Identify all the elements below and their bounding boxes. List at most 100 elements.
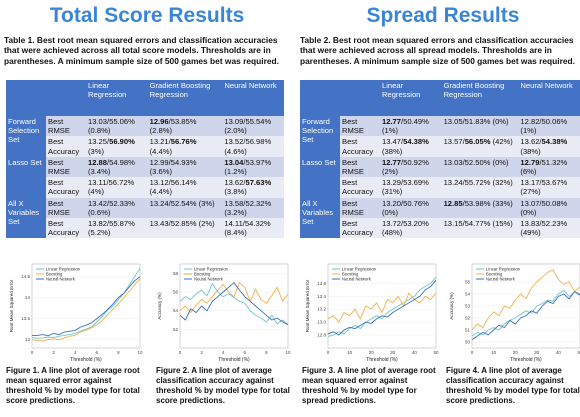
x-tick-label: 0 — [327, 350, 330, 355]
cell-best-value: 12.96 — [149, 117, 169, 126]
y-axis-label: Root Mean Squared Error — [305, 279, 310, 332]
table-cell: 13.04/53.97% (1.2%) — [222, 156, 284, 178]
legend-label: Neural Network — [486, 277, 516, 282]
x-tick-label: 0 — [471, 350, 474, 355]
cell-text: (42%) — [490, 137, 513, 147]
x-tick-label: 8 — [117, 350, 120, 355]
row-label: Best RMSE — [46, 116, 86, 137]
cell-text: 13.05/51.83% (0%) — [443, 117, 509, 126]
y-tick-label: 13.2 — [317, 307, 326, 312]
table-cell: 13.43/52.85% (2%) — [147, 218, 223, 239]
legend-label: Linear Regression — [46, 267, 81, 272]
cell-text: 14.11/54.32% (8.4%) — [224, 219, 271, 238]
cell-text: 13.03/52.50% (0%) — [443, 157, 509, 167]
plot-area — [31, 263, 141, 349]
header-corner — [46, 80, 86, 116]
column-header: Linear Regression — [86, 80, 148, 116]
header-row: Linear Regression Gradient Boosting Regre… — [6, 80, 284, 116]
series-line-2 — [327, 279, 437, 336]
cell-text: 13.57/ — [443, 137, 465, 147]
table-cell: 13.29/53.69% (31%) — [380, 177, 442, 198]
row-label: Best RMSE — [340, 156, 380, 178]
y-tick-label: 58 — [173, 271, 179, 276]
x-axis-label: Threshold (%) — [218, 357, 250, 363]
legend-label: Linear Regression — [486, 267, 521, 272]
total-score-column: Total Score Results Table 1. Best root m… — [4, 0, 291, 417]
legend-label: Boosting — [194, 272, 211, 277]
x-tick-label: 8 — [265, 350, 268, 355]
table-cell: 14.11/54.32% (8.4%) — [222, 218, 284, 239]
table-row: Best Accuracy 13.47/54.38% (38%) 13.57/56.… — [300, 136, 580, 157]
x-tick-label: 2 — [52, 350, 55, 355]
cell-best-value: 54.38% — [403, 137, 429, 147]
table-cell: 13.11/56.72% (4%) — [86, 177, 148, 198]
table-header: Linear Regression Gradient Boosting Regre… — [300, 80, 580, 116]
x-tick-label: 10 — [347, 350, 353, 355]
y-tick-label: 13 — [25, 337, 31, 342]
cell-text: 13.25/ — [88, 137, 110, 147]
table2-caption: Table 2. Best root mean squared errors a… — [300, 35, 575, 66]
cell-text: 13.09/55.54% (2.0%) — [224, 117, 272, 136]
cell-text: (3%) — [88, 146, 105, 156]
group-label: All X Variables Set — [6, 197, 46, 239]
cell-text: 13.42/52.33% (0.6%) — [88, 198, 135, 217]
table-cell: 12.99/54.93% (3.6%) — [147, 156, 223, 178]
table-cell: 12.79/51.32% (6%) — [518, 156, 580, 178]
column-header: Gradient Boosting Regression — [147, 80, 223, 116]
table-cell: 13.62/57.63% (3.8%) — [222, 177, 284, 198]
y-tick-label: 13.0 — [317, 320, 326, 325]
figure1: 13 13.5 14 14.5 0 2 4 6 8 10 Threshold (%) Root Mea… — [6, 258, 146, 364]
x-tick-label: 4 — [222, 350, 225, 355]
header-corner — [340, 80, 380, 116]
series-line-0 — [179, 282, 289, 326]
table-row: Best Accuracy 13.11/56.72% (4%) 13.12/56.1… — [6, 177, 284, 198]
column-header: Linear Regression — [380, 80, 442, 116]
table-row: Best Accuracy 13.25/56.90% (3%) 13.21/56.7… — [6, 136, 284, 157]
cell-text: /51.32% (6%) — [520, 157, 568, 177]
y-axis-label: Root Mean Squared Error — [9, 279, 14, 332]
x-tick-label: 2 — [200, 350, 203, 355]
table1-caption: Table 1. Best root mean squared errors a… — [4, 35, 279, 66]
cell-text: 13.72/53.20% (48%) — [382, 219, 429, 238]
figure1-caption: Figure 1. A line plot of average root me… — [6, 366, 140, 405]
x-tick-label: 30 — [534, 350, 540, 355]
header-row: Linear Regression Gradient Boosting Regre… — [300, 80, 580, 116]
table-row: All X Variables Set Best RMSE 13.42/52.33%… — [6, 197, 284, 239]
x-tick-label: 10 — [491, 350, 497, 355]
series-line-0 — [31, 267, 141, 339]
cell-text: 12.99/54.93% (3.6%) — [149, 157, 197, 177]
figure3-chart: 12.8 13.0 13.2 13.4 13.6 0 10 20 30 40 50 Threshold… — [305, 263, 439, 363]
table-cell: 13.15/54.77% (15%) — [441, 218, 519, 239]
table-cell: 13.83/52.23% (49%) — [518, 218, 580, 239]
cell-text: 13.52/56.98% (4.6%) — [224, 137, 272, 156]
cell-best-value: 56.05% — [464, 137, 491, 147]
y-tick-label: 53 — [465, 304, 471, 309]
table-row: Best Accuracy 13.82/55.87% (5.2%) 13.43/52… — [6, 218, 284, 239]
y-tick-label: 54 — [173, 308, 179, 313]
cell-text: (38%) — [520, 146, 541, 156]
series-line-1 — [471, 269, 580, 331]
cell-best-value: 13.04 — [224, 157, 244, 167]
table-cell: 13.05/51.83% (0%) — [441, 116, 519, 137]
cell-text: 13.43/52.85% (2%) — [149, 219, 215, 229]
legend-label: Linear Regression — [194, 267, 229, 272]
table-row: Best Accuracy 13.72/53.20% (48%) 13.15/54.… — [300, 218, 580, 239]
table-cell: 13.82/55.87% (5.2%) — [86, 218, 148, 239]
cell-text: 13.29/53.69% (31%) — [382, 178, 429, 197]
cell-text: /50.49% (1%) — [382, 117, 429, 136]
x-tick-label: 0 — [179, 350, 182, 355]
cell-text: /54.98% (3.4%) — [88, 157, 135, 177]
x-tick-label: 50 — [577, 350, 580, 355]
row-label: Best RMSE — [46, 197, 86, 219]
table1: Linear Regression Gradient Boosting Regre… — [6, 80, 284, 239]
series-line-1 — [327, 292, 437, 323]
row-label: Best Accuracy — [46, 136, 86, 157]
cell-text: 13.20/50.76% (0%) — [382, 198, 429, 217]
x-axis-label: Threshold (%) — [510, 357, 542, 363]
row-label: Best Accuracy — [340, 177, 380, 198]
x-tick-label: 20 — [369, 350, 375, 355]
y-tick-label: 56 — [173, 290, 179, 295]
cell-text: 13.62/ — [224, 178, 246, 188]
group-label: Lasso Set — [300, 156, 340, 198]
figure2-caption: Figure 2. A line plot of average classif… — [156, 366, 290, 405]
